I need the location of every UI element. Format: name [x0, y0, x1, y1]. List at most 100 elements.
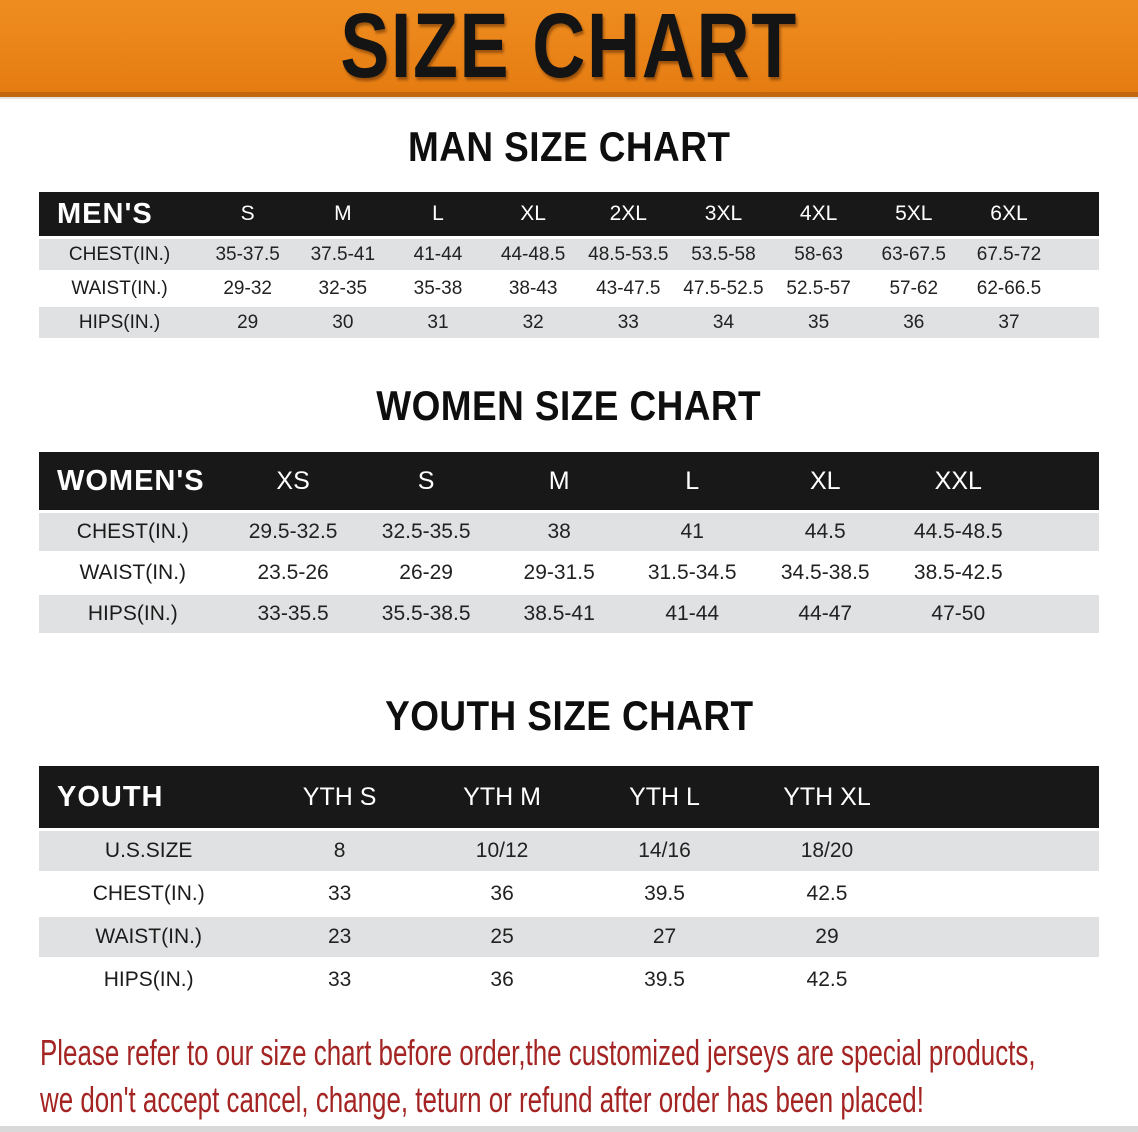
value-cell: 38.5-41 [492, 595, 626, 633]
row-label: CHEST(IN.) [39, 239, 201, 270]
column-header: M [295, 192, 391, 236]
table-header-row: YOUTH YTH S YTH M YTH L YTH XL [39, 766, 1099, 828]
value-cell: 35.5-38.5 [359, 595, 493, 633]
disclaimer-line2: we don't accept cancel, change, teturn o… [40, 1079, 924, 1120]
row-filler [908, 831, 1099, 871]
column-header: L [625, 452, 759, 510]
header-filler [1024, 452, 1099, 510]
value-cell: 29-31.5 [523, 561, 595, 584]
header-filler [908, 766, 1099, 828]
disclaimer: Please refer to our size chart before or… [40, 1029, 1138, 1123]
column-header: XL [758, 452, 892, 510]
value-cell: 35-37.5 [200, 239, 296, 270]
row-filler [908, 960, 1099, 1000]
row-label: HIPS(IN.) [39, 307, 201, 338]
value-cell: 44.5-48.5 [891, 513, 1025, 551]
value-cell: 29 [745, 917, 909, 957]
value-cell: 34.5-38.5 [780, 561, 870, 584]
value-cell: 44-47 [758, 595, 892, 633]
row-filler [1025, 554, 1099, 592]
bottom-strip [0, 1126, 1138, 1132]
table-row: CHEST(IN.) 35-37.5 37.5-41 41-44 44-48.5 48.5… [39, 239, 1099, 270]
value-cell: 36 [866, 307, 962, 338]
value-cell: 23 [258, 917, 421, 957]
value-cell: 31.5-34.5 [647, 561, 737, 584]
value-cell: 29.5-32.5 [226, 513, 360, 551]
value-cell: 53.5-58 [675, 239, 772, 270]
value-cell: 23.5-26 [257, 561, 329, 584]
value-cell: 39.5 [644, 968, 685, 991]
column-header: XXL [891, 452, 1025, 510]
value-cell: 37 [961, 307, 1057, 338]
row-filler [1056, 307, 1099, 338]
row-filler [1024, 595, 1099, 633]
column-header: XL [485, 192, 581, 236]
value-cell: 33 [327, 882, 352, 905]
value-cell: 62-66.5 [976, 277, 1042, 299]
value-cell: 10/12 [420, 831, 584, 871]
value-cell: 29-32 [223, 277, 272, 299]
row-filler [908, 917, 1099, 957]
value-cell: 8 [258, 831, 421, 871]
column-header: YTH L [583, 766, 746, 828]
value-cell: 25 [420, 917, 584, 957]
value-cell: 58-63 [771, 239, 867, 270]
table-row: HIPS(IN.) 33-35.5 35.5-38.5 38.5-41 41-44 44-… [39, 595, 1099, 633]
value-cell: 41-44 [390, 239, 486, 270]
value-cell: 34 [675, 307, 772, 338]
column-header: 5XL [866, 192, 962, 236]
women-size-table: WOMEN'S XS S M L XL XXL CHEST(IN.) 29.5-32.5 32.5… [39, 449, 1099, 636]
row-label: WAIST(IN.) [79, 561, 187, 584]
row-label: HIPS(IN.) [39, 595, 227, 633]
value-cell: 63-67.5 [866, 239, 962, 270]
value-cell: 52.5-57 [786, 277, 851, 299]
value-cell: 30 [295, 307, 391, 338]
value-cell: 41 [625, 513, 759, 551]
table-header-label: WOMEN'S [39, 452, 227, 510]
row-label: U.S.SIZE [39, 831, 259, 871]
youth-section-heading-text: YOUTH SIZE CHART [384, 692, 754, 739]
section-women: WOMEN SIZE CHART WOMEN'S XS S M L XL XXL CHEST(… [0, 383, 1138, 636]
value-cell: 44-48.5 [485, 239, 581, 270]
row-label: CHEST(IN.) [92, 882, 205, 905]
column-header: YTH S [258, 766, 421, 828]
banner: SIZE CHART [0, 0, 1138, 97]
table-row: WAIST(IN.) 23.5-26 26-29 29-31.5 31.5-34.5 34… [39, 554, 1099, 592]
table-row: CHEST(IN.) 33 36 39.5 42.5 [39, 874, 1099, 914]
value-cell: 36 [490, 882, 514, 905]
row-filler [1024, 513, 1099, 551]
value-cell: 35-38 [413, 277, 463, 299]
value-cell: 37.5-41 [295, 239, 391, 270]
value-cell: 48.5-53.5 [580, 239, 676, 270]
value-cell: 32-35 [318, 277, 368, 299]
value-cell: 67.5-72 [961, 239, 1057, 270]
value-cell: 47-50 [891, 595, 1025, 633]
column-header: 2XL [580, 192, 676, 236]
youth-size-table: YOUTH YTH S YTH M YTH L YTH XL U.S.SIZE 8 10/12… [39, 763, 1099, 1003]
row-filler [1057, 273, 1099, 304]
value-cell: 41-44 [625, 595, 759, 633]
table-header-row: WOMEN'S XS S M L XL XXL [39, 452, 1099, 510]
value-cell: 32.5-35.5 [359, 513, 493, 551]
value-cell: 42.5 [806, 882, 848, 905]
column-header: 4XL [771, 192, 867, 236]
row-label: WAIST(IN.) [71, 277, 168, 299]
value-cell: 38 [492, 513, 626, 551]
banner-title: SIZE CHART [340, 0, 798, 97]
men-section-heading-text: MAN SIZE CHART [407, 123, 731, 170]
table-row: HIPS(IN.) 29 30 31 32 33 34 35 36 37 [39, 307, 1099, 338]
value-cell: 29 [200, 307, 296, 338]
value-cell: 27 [583, 917, 746, 957]
value-cell: 32 [485, 307, 581, 338]
column-header: YTH XL [745, 766, 909, 828]
column-header: YTH M [420, 766, 584, 828]
value-cell: 35 [771, 307, 867, 338]
table-header-row: MEN'S S M L XL 2XL 3XL 4XL 5XL 6XL [39, 192, 1099, 236]
value-cell: 42.5 [806, 968, 848, 991]
value-cell: 31 [390, 307, 486, 338]
table-row: U.S.SIZE 8 10/12 14/16 18/20 [39, 831, 1099, 871]
value-cell: 33 [580, 307, 676, 338]
table-row: WAIST(IN.) 23 25 27 29 [39, 917, 1099, 957]
header-filler [1056, 192, 1099, 236]
